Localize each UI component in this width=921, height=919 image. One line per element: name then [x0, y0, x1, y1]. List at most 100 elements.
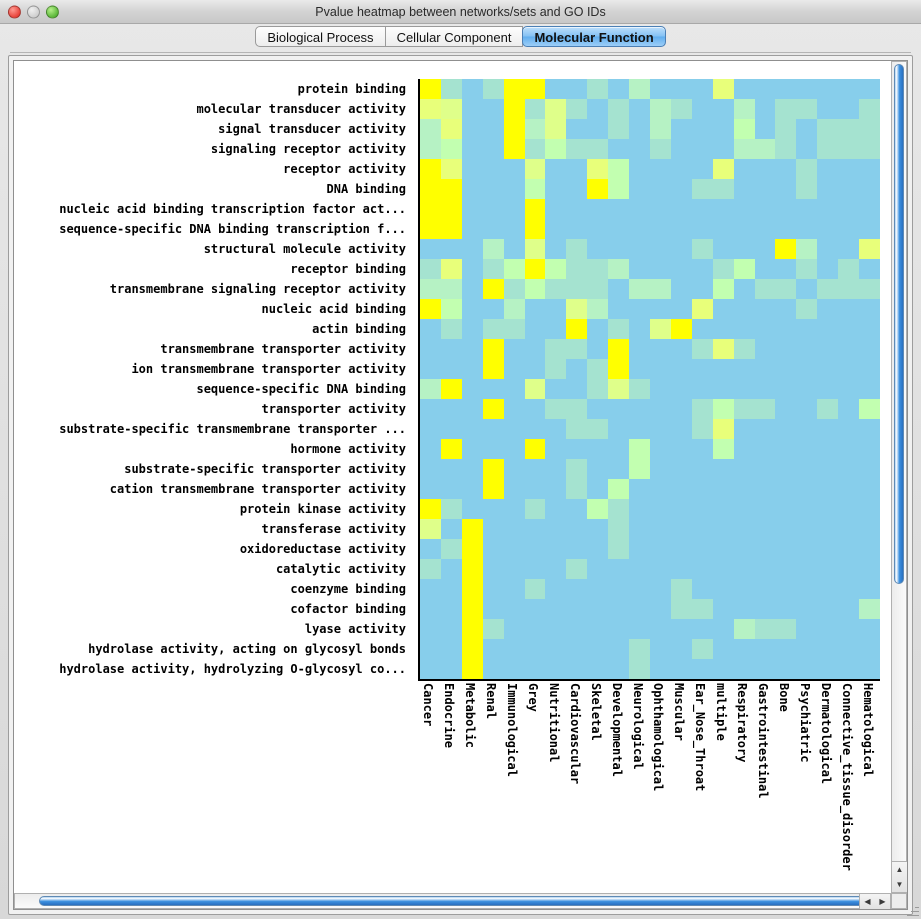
heatmap-cell[interactable]: [440, 659, 462, 679]
heatmap-cell[interactable]: [838, 99, 860, 119]
heatmap-cell[interactable]: [482, 459, 504, 479]
heatmap-cell[interactable]: [838, 459, 860, 479]
heatmap-cell[interactable]: [775, 299, 797, 319]
heatmap-cell[interactable]: [608, 439, 630, 459]
heatmap-cell[interactable]: [608, 459, 630, 479]
heatmap-cell[interactable]: [817, 639, 839, 659]
heatmap-cell[interactable]: [545, 259, 567, 279]
heatmap-cell[interactable]: [754, 319, 776, 339]
heatmap-cell[interactable]: [670, 339, 692, 359]
heatmap-cell[interactable]: [482, 159, 504, 179]
heatmap-cell[interactable]: [545, 639, 567, 659]
heatmap-cell[interactable]: [545, 519, 567, 539]
heatmap-cell[interactable]: [796, 479, 818, 499]
heatmap-cell[interactable]: [524, 139, 546, 159]
heatmap-cell[interactable]: [629, 299, 650, 319]
heatmap-cell[interactable]: [503, 639, 525, 659]
heatmap-cell[interactable]: [503, 239, 525, 259]
heatmap-cell[interactable]: [691, 379, 713, 399]
heatmap-cell[interactable]: [503, 259, 525, 279]
heatmap-cell[interactable]: [691, 259, 713, 279]
heatmap-cell[interactable]: [733, 319, 755, 339]
heatmap-cell[interactable]: [733, 459, 755, 479]
heatmap-cell[interactable]: [629, 259, 650, 279]
heatmap-cell[interactable]: [754, 339, 776, 359]
heatmap-cell[interactable]: [817, 619, 839, 639]
heatmap-cell[interactable]: [733, 279, 755, 299]
heatmap-cell[interactable]: [587, 579, 609, 599]
scroll-left-icon[interactable]: ◀: [864, 896, 871, 906]
heatmap-cell[interactable]: [524, 639, 546, 659]
heatmap-cell[interactable]: [817, 459, 839, 479]
heatmap-cell[interactable]: [566, 259, 588, 279]
heatmap-cell[interactable]: [670, 579, 692, 599]
heatmap-cell[interactable]: [566, 639, 588, 659]
heatmap-cell[interactable]: [608, 119, 630, 139]
heatmap-cell[interactable]: [566, 279, 588, 299]
heatmap-cell[interactable]: [649, 499, 671, 519]
heatmap-cell[interactable]: [587, 379, 609, 399]
heatmap-cell[interactable]: [482, 379, 504, 399]
heatmap-cell[interactable]: [796, 499, 818, 519]
heatmap-cell[interactable]: [649, 159, 671, 179]
heatmap-cell[interactable]: [796, 299, 818, 319]
heatmap-cell[interactable]: [712, 519, 734, 539]
heatmap-cell[interactable]: [461, 339, 483, 359]
heatmap-cell[interactable]: [566, 79, 588, 99]
heatmap-cell[interactable]: [420, 239, 441, 259]
heatmap-cell[interactable]: [587, 259, 609, 279]
heatmap-cell[interactable]: [566, 659, 588, 679]
heatmap-cell[interactable]: [796, 519, 818, 539]
heatmap-cell[interactable]: [817, 239, 839, 259]
heatmap-cell[interactable]: [691, 579, 713, 599]
heatmap-cell[interactable]: [817, 259, 839, 279]
heatmap-cell[interactable]: [566, 519, 588, 539]
heatmap-cell[interactable]: [608, 79, 630, 99]
heatmap-cell[interactable]: [733, 439, 755, 459]
heatmap-cell[interactable]: [670, 279, 692, 299]
heatmap-cell[interactable]: [649, 239, 671, 259]
heatmap-cell[interactable]: [775, 499, 797, 519]
heatmap-cell[interactable]: [566, 219, 588, 239]
heatmap-cell[interactable]: [775, 379, 797, 399]
heatmap-cell[interactable]: [754, 159, 776, 179]
heatmap-cell[interactable]: [482, 659, 504, 679]
heatmap-cell[interactable]: [712, 619, 734, 639]
heatmap-cell[interactable]: [524, 619, 546, 639]
heatmap-cell[interactable]: [733, 339, 755, 359]
heatmap-cell[interactable]: [712, 259, 734, 279]
heatmap-cell[interactable]: [649, 79, 671, 99]
heatmap-cell[interactable]: [775, 519, 797, 539]
heatmap-cell[interactable]: [859, 359, 880, 379]
heatmap-cell[interactable]: [712, 359, 734, 379]
heatmap-cell[interactable]: [649, 639, 671, 659]
heatmap-cell[interactable]: [503, 379, 525, 399]
heatmap-cell[interactable]: [566, 459, 588, 479]
heatmap-cell[interactable]: [733, 359, 755, 379]
heatmap-cell[interactable]: [566, 179, 588, 199]
heatmap-cell[interactable]: [733, 599, 755, 619]
heatmap-cell[interactable]: [461, 599, 483, 619]
heatmap-cell[interactable]: [545, 179, 567, 199]
heatmap-cell[interactable]: [733, 159, 755, 179]
heatmap-cell[interactable]: [712, 659, 734, 679]
heatmap-cell[interactable]: [796, 539, 818, 559]
heatmap-cell[interactable]: [587, 339, 609, 359]
heatmap-cell[interactable]: [796, 399, 818, 419]
heatmap-cell[interactable]: [733, 579, 755, 599]
heatmap-cell[interactable]: [482, 559, 504, 579]
heatmap-cell[interactable]: [420, 479, 441, 499]
heatmap-cell[interactable]: [461, 119, 483, 139]
heatmap-cell[interactable]: [482, 499, 504, 519]
heatmap-cell[interactable]: [817, 219, 839, 239]
heatmap-cell[interactable]: [817, 339, 839, 359]
heatmap-cell[interactable]: [859, 439, 880, 459]
heatmap-cell[interactable]: [754, 439, 776, 459]
heatmap-cell[interactable]: [545, 199, 567, 219]
heatmap-cell[interactable]: [775, 199, 797, 219]
heatmap-cell[interactable]: [733, 219, 755, 239]
heatmap-cell[interactable]: [670, 139, 692, 159]
heatmap-cell[interactable]: [482, 99, 504, 119]
heatmap-cell[interactable]: [629, 579, 650, 599]
heatmap-cell[interactable]: [482, 319, 504, 339]
